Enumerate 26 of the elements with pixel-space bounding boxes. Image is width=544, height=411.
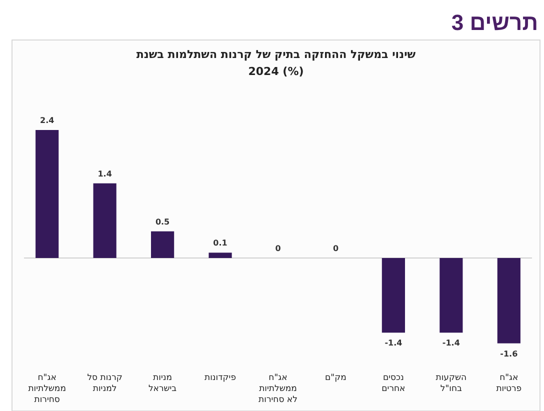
bar: [440, 258, 463, 333]
bar: [208, 252, 232, 258]
bar: [36, 130, 59, 258]
x-tick-label: קרנות סל למניות: [87, 373, 122, 394]
x-tick-label: אג"ח ממשלתיות לא סחירות: [258, 373, 298, 405]
x-tick-label: פיקדונות: [204, 373, 236, 383]
x-tick-label: אג"ח פרטיות: [496, 373, 522, 394]
bar: [497, 258, 520, 344]
bar: [151, 231, 174, 258]
bar: [93, 183, 116, 258]
data-label: 0.5: [155, 217, 170, 226]
x-tick-label: אג"ח ממשלתיות סחירות: [28, 373, 66, 405]
x-tick-label: השקעות בחו"ל: [436, 373, 467, 394]
data-label: 0: [275, 244, 282, 253]
data-label: 0.1: [213, 238, 228, 248]
data-label: 1.4: [98, 169, 112, 178]
data-label: -1.4: [384, 338, 403, 348]
chart-title: תרשים 3: [451, 10, 538, 35]
data-label: 2.4: [40, 116, 55, 125]
x-tick-label: מק"ם: [325, 373, 346, 383]
data-label: -1.6: [500, 349, 518, 358]
bar: [382, 258, 405, 333]
x-tick-label: נכסים אחרים: [382, 373, 406, 394]
data-label: 0: [332, 244, 339, 253]
data-label: -1.4: [442, 338, 460, 348]
x-tick-label: מניות בישראל: [148, 373, 177, 394]
